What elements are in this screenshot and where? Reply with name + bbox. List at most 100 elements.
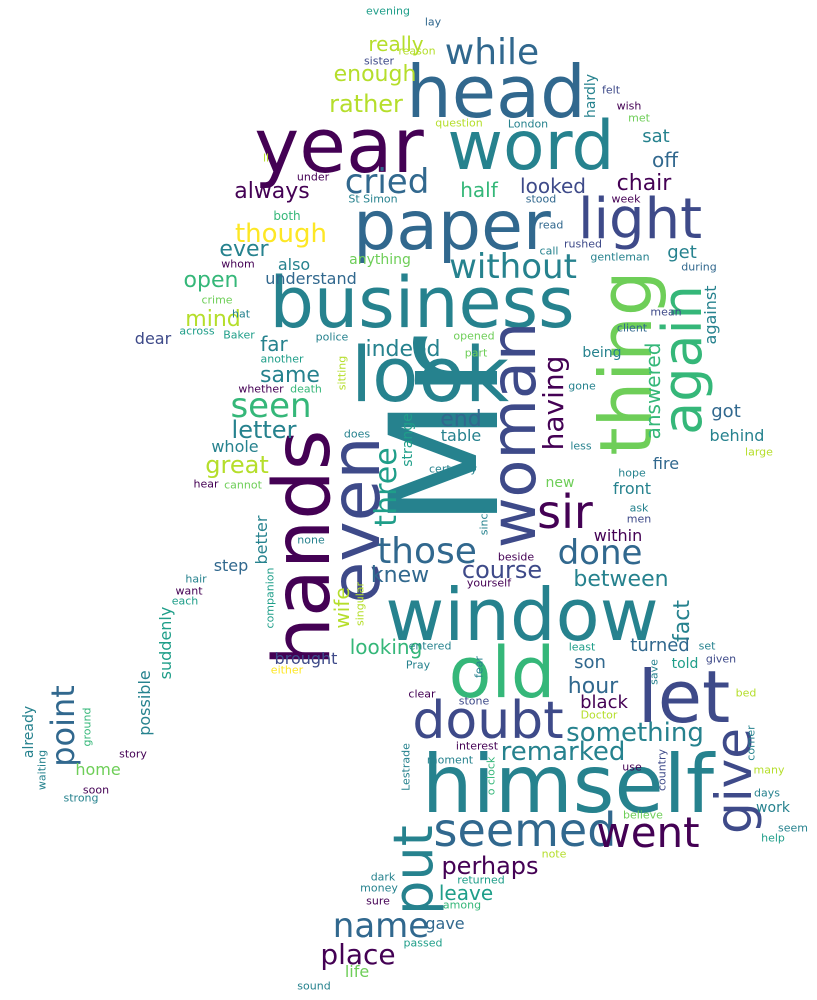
word-ll: ll — [262, 151, 270, 165]
word-days: days — [754, 786, 780, 800]
word-told: told — [671, 656, 699, 672]
word-ask: ask — [629, 501, 649, 515]
word-note: note — [541, 847, 567, 861]
word-wish: wish — [616, 99, 642, 113]
word-set: set — [698, 639, 716, 653]
word-dear: dear — [134, 329, 172, 348]
word-went: went — [596, 808, 700, 857]
word-hour: hour — [567, 674, 619, 699]
word-same: same — [260, 363, 320, 388]
word-enough: enough — [333, 62, 417, 87]
word-fire: fire — [652, 454, 680, 473]
word-read: read — [538, 218, 564, 232]
word-three: three — [369, 447, 404, 527]
word-black: black — [580, 692, 628, 713]
word-interest: interest — [455, 739, 499, 753]
word-brought: brought — [274, 649, 338, 668]
word-point: point — [44, 685, 82, 767]
word-another: another — [260, 352, 304, 366]
word-companion: companion — [263, 567, 277, 629]
word-opened: opened — [453, 329, 495, 343]
word-got: got — [711, 401, 741, 422]
word-those: those — [377, 531, 477, 572]
word-having: having — [537, 355, 570, 451]
word-certainly: certainly — [429, 462, 477, 476]
word-word: word — [447, 107, 615, 186]
word-during: during — [681, 260, 717, 274]
word-seen: seen — [230, 386, 312, 426]
word-across: across — [179, 324, 215, 338]
word-passed: passed — [403, 936, 443, 950]
word-against: against — [701, 285, 720, 345]
word-leave: leave — [438, 881, 494, 905]
word-let: let — [637, 655, 731, 739]
word-large: large — [745, 445, 773, 459]
word-without: without — [449, 247, 577, 287]
word-really: really — [368, 32, 424, 56]
word-far: far — [260, 332, 288, 356]
word-story: story — [119, 747, 147, 761]
word-waiting: waiting — [35, 749, 49, 791]
word-sound: sound — [297, 979, 331, 993]
word-also: also — [277, 255, 311, 274]
word-beside: beside — [497, 550, 535, 564]
word-seem: seem — [778, 821, 808, 835]
word-always: always — [234, 179, 310, 204]
word-course: course — [461, 556, 543, 584]
word-sure: sure — [366, 894, 390, 908]
word-ever: ever — [219, 237, 269, 262]
word-sir: sir — [537, 485, 593, 539]
word-sister: sister — [363, 54, 395, 68]
word-done: done — [557, 533, 643, 573]
word-life: life — [344, 962, 370, 981]
word-given: given — [705, 652, 737, 666]
word-corner: corner — [744, 725, 758, 761]
word-wife: wife — [330, 587, 354, 629]
word-half: half — [460, 178, 498, 202]
word-cannot: cannot — [224, 478, 262, 492]
word-hair: hair — [185, 572, 207, 586]
word-open: open — [183, 268, 239, 293]
word-mean: mean — [650, 305, 682, 319]
word-evening: evening — [365, 4, 411, 18]
word-bed: bed — [735, 686, 757, 700]
word-anything: anything — [349, 252, 411, 268]
word-men: men — [626, 512, 652, 526]
word-ground: ground — [80, 707, 94, 747]
word-great: great — [205, 451, 269, 479]
word-possible: possible — [135, 670, 154, 736]
word-within: within — [593, 526, 643, 545]
word-though: though — [234, 219, 328, 249]
word-part: part — [464, 346, 488, 360]
word-step: step — [213, 556, 249, 575]
word-clear: clear — [408, 687, 436, 701]
word-perhaps: perhaps — [441, 852, 539, 880]
word-save: save — [647, 659, 661, 685]
word-year: year — [254, 101, 424, 190]
word-baker: Baker — [223, 328, 255, 342]
word-o-clock: o clock — [484, 756, 498, 796]
word-work: work — [756, 800, 790, 816]
word-end: end — [440, 407, 482, 432]
word-moment: moment — [426, 753, 474, 767]
word-better: better — [252, 515, 271, 565]
word-among: among — [442, 898, 482, 912]
word-call: call — [539, 244, 559, 258]
word-rather: rather — [329, 90, 403, 118]
word-hardly: hardly — [583, 73, 599, 119]
word-least: least — [568, 640, 596, 654]
word-old: old — [448, 632, 556, 714]
word-home: home — [75, 760, 121, 779]
word-returned: returned — [457, 873, 505, 887]
word-help: help — [761, 831, 785, 845]
word-hat: hat — [231, 307, 251, 321]
word-sat: sat — [642, 126, 670, 147]
word-understand: understand — [265, 269, 357, 288]
word-gone: gone — [568, 379, 596, 393]
word-answered: answered — [641, 342, 665, 440]
word-less: less — [570, 439, 592, 453]
word-paper: paper — [353, 187, 551, 266]
word-while: while — [444, 32, 540, 73]
word-suddenly: suddenly — [156, 606, 175, 680]
